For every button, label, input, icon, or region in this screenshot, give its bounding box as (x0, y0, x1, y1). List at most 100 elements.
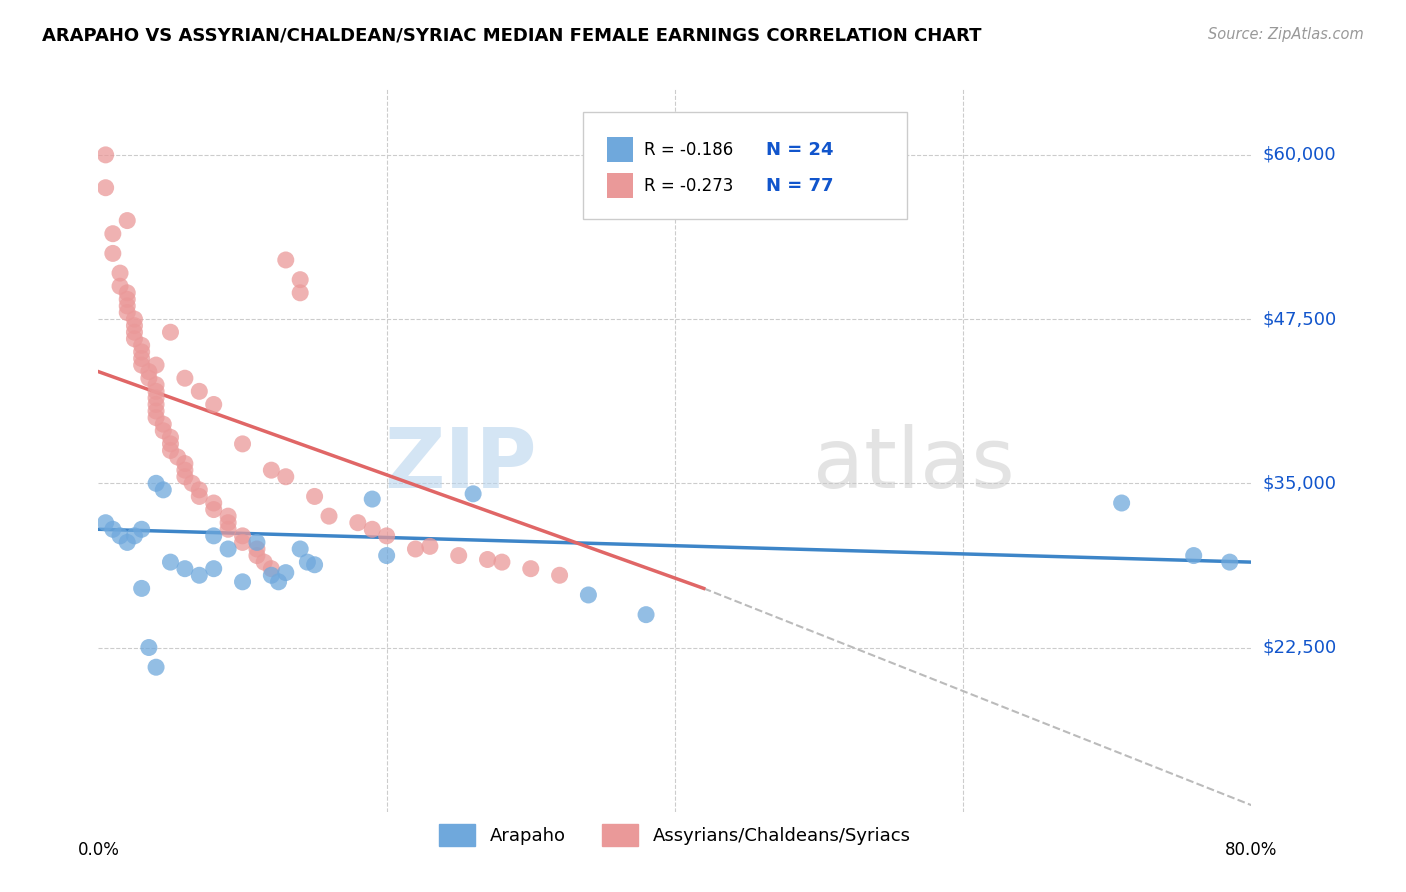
Point (138, 640, 160, 655)
Point (290, 285, 312, 300)
Point (202, 496, 225, 510)
Text: ARAPAHO VS ASSYRIAN/CHALDEAN/SYRIAC MEDIAN FEMALE EARNINGS CORRELATION CHART: ARAPAHO VS ASSYRIAN/CHALDEAN/SYRIAC MEDI… (42, 27, 981, 45)
Point (260, 463, 283, 477)
Point (152, 417, 174, 432)
Point (188, 384, 211, 399)
Point (267, 574, 290, 589)
Point (578, 588, 600, 602)
Point (274, 252, 297, 267)
Point (124, 318, 146, 333)
Point (636, 607, 658, 622)
Point (131, 522, 153, 536)
Point (217, 516, 239, 530)
Point (117, 535, 139, 549)
Point (166, 450, 188, 464)
Point (297, 555, 319, 569)
Point (174, 463, 197, 477)
Point (274, 469, 297, 483)
Point (318, 509, 340, 524)
Point (159, 437, 181, 451)
Point (94, 148, 117, 162)
Text: N = 77: N = 77 (766, 177, 834, 194)
Point (375, 529, 398, 543)
Point (131, 351, 153, 366)
Text: R = -0.186: R = -0.186 (644, 141, 733, 159)
Point (117, 305, 139, 319)
Point (152, 483, 174, 497)
Point (181, 476, 204, 491)
Point (159, 555, 181, 569)
Legend: Arapaho, Assyrians/Chaldeans/Syriacs: Arapaho, Assyrians/Chaldeans/Syriacs (432, 817, 918, 854)
Point (447, 549, 470, 563)
Point (117, 299, 139, 313)
Point (405, 541, 427, 556)
Text: $60,000: $60,000 (1263, 146, 1336, 164)
Point (117, 285, 139, 300)
Point (108, 529, 131, 543)
Point (202, 529, 225, 543)
Text: Source: ZipAtlas.com: Source: ZipAtlas.com (1208, 27, 1364, 42)
Point (260, 562, 283, 576)
Point (361, 522, 384, 536)
Point (1219, 555, 1241, 569)
Text: N = 24: N = 24 (766, 141, 834, 159)
Point (145, 384, 167, 399)
Point (101, 246, 124, 260)
Point (188, 483, 211, 497)
Point (1182, 549, 1205, 563)
Point (188, 568, 211, 582)
Point (188, 490, 211, 504)
Text: $47,500: $47,500 (1263, 310, 1337, 328)
Point (131, 345, 153, 359)
Point (217, 541, 239, 556)
Point (174, 457, 197, 471)
Point (145, 358, 167, 372)
Point (477, 552, 499, 566)
Point (152, 424, 174, 438)
Point (94, 180, 117, 194)
Point (145, 660, 167, 674)
Point (145, 391, 167, 405)
Point (101, 227, 124, 241)
Point (520, 562, 543, 576)
Point (231, 437, 254, 451)
Point (145, 404, 167, 418)
Point (145, 377, 167, 392)
Point (124, 325, 146, 339)
Point (124, 529, 146, 543)
Point (145, 476, 167, 491)
Point (253, 555, 276, 569)
Point (461, 487, 484, 501)
Point (131, 358, 153, 372)
Point (246, 541, 269, 556)
Point (260, 568, 283, 582)
Point (124, 332, 146, 346)
Point (202, 562, 225, 576)
Point (108, 266, 131, 280)
Point (117, 293, 139, 307)
Point (159, 325, 181, 339)
Point (1111, 496, 1133, 510)
Point (159, 430, 181, 444)
Point (217, 522, 239, 536)
Point (231, 574, 254, 589)
Point (246, 549, 269, 563)
Point (202, 397, 225, 411)
Point (138, 365, 160, 379)
Point (159, 443, 181, 458)
Point (346, 516, 368, 530)
Point (274, 566, 297, 580)
Point (202, 502, 225, 516)
Text: $22,500: $22,500 (1263, 639, 1337, 657)
Point (231, 529, 254, 543)
Point (548, 568, 571, 582)
Text: ZIP: ZIP (384, 425, 537, 506)
Point (94, 516, 117, 530)
Point (101, 522, 124, 536)
Point (304, 558, 326, 572)
Text: $35,000: $35,000 (1263, 475, 1337, 492)
Point (131, 338, 153, 352)
Point (375, 549, 398, 563)
Point (174, 469, 197, 483)
Point (174, 371, 197, 385)
